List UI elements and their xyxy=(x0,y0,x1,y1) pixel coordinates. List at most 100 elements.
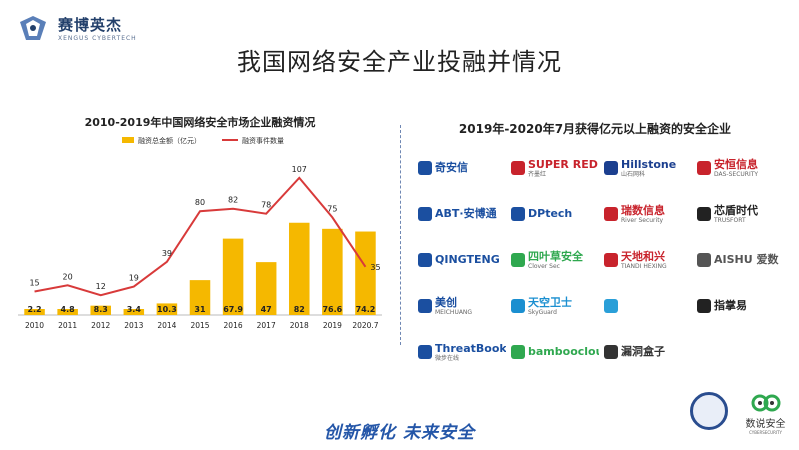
company-logo: ThreatBook 微步在线 xyxy=(418,339,506,365)
bar-label-2012: 8.3 xyxy=(94,305,108,314)
company-name: 漏洞盒子 xyxy=(621,345,665,358)
company-logo: 天地和兴 TIANDI HEXING xyxy=(604,247,692,273)
company-text: 安恒信息 DAS-SECURITY xyxy=(714,157,759,178)
x-tick-2017: 2017 xyxy=(257,321,276,330)
company-logo: 四叶草安全 Clover Sec xyxy=(511,247,599,273)
company-text: ThreatBook 微步在线 xyxy=(435,341,506,362)
bar-2020.7 xyxy=(355,231,376,315)
line-label-2014: 39 xyxy=(162,249,172,258)
company-name: bamboocloud xyxy=(528,345,599,358)
line-label-2018: 107 xyxy=(292,165,307,174)
legend-line-label: 融资事件数量 xyxy=(242,136,284,145)
company-mark-icon xyxy=(511,253,525,267)
logo-icon xyxy=(20,16,46,40)
brand-subtext: CYBERSECURITY xyxy=(749,430,782,435)
bar-2018 xyxy=(289,222,310,315)
bar-2010 xyxy=(24,309,45,315)
company-logo: 奇安信 xyxy=(418,155,506,181)
line-label-2013: 19 xyxy=(129,274,139,283)
page-title: 我国网络安全产业投融并情况 xyxy=(237,48,562,76)
company-logo: Hillstone 山石网科 xyxy=(604,155,692,181)
bar-label-2017: 47 xyxy=(261,305,272,314)
company-logo: 瑞数信息 River Security xyxy=(604,201,692,227)
company-mark-icon xyxy=(418,345,432,359)
bar-label-2020.7: 74.2 xyxy=(356,305,376,314)
company-subname: DAS-SECURITY xyxy=(714,170,759,178)
logo-subtext: XENGUS CYBERTECH xyxy=(58,35,137,42)
company-subname: SkyGuard xyxy=(528,308,557,316)
company-name: 四叶草安全 xyxy=(528,249,583,263)
line-series-events xyxy=(34,176,367,297)
bar-2012 xyxy=(90,305,111,315)
company-logo: bamboocloud xyxy=(511,339,599,365)
company-name: ABT·安博通 xyxy=(435,207,497,220)
company-logo: 美创 MEICHUANG xyxy=(418,293,506,319)
company-mark-icon xyxy=(697,207,711,221)
bar-2011 xyxy=(57,309,78,315)
company-mark-icon xyxy=(511,299,525,313)
company-logo: 安恒信息 DAS-SECURITY xyxy=(697,155,785,181)
companies-title: 2019年-2020年7月获得亿元以上融资的安全企业 xyxy=(458,122,732,136)
company-mark-icon xyxy=(511,345,525,359)
company-text: SUPER RED 齐墨红 xyxy=(528,158,598,178)
company-text: 美创 MEICHUANG xyxy=(435,295,473,316)
logo: 赛博英杰 XENGUS CYBERTECH xyxy=(14,8,179,52)
x-tick-2019: 2019 xyxy=(323,321,342,330)
company-mark-icon xyxy=(604,161,618,175)
company-subname: 齐墨红 xyxy=(528,170,547,178)
line-label-2017: 78 xyxy=(261,201,271,210)
bar-label-2011: 4.8 xyxy=(61,305,76,314)
legend-bar-label: 融资总金额（亿元） xyxy=(138,136,201,145)
company-mark-icon xyxy=(418,253,432,267)
company-subname: River Security xyxy=(621,216,664,224)
section-divider xyxy=(400,125,401,345)
company-logo: 天空卫士 SkyGuard xyxy=(511,293,599,319)
bar-2016 xyxy=(222,238,244,315)
brand-logo: 数说安全 CYBERSECURITY xyxy=(738,392,793,442)
company-text: 芯盾时代 TRUSFORT xyxy=(714,204,758,224)
x-tick-2010: 2010 xyxy=(25,321,44,330)
x-tick-2018: 2018 xyxy=(290,321,309,330)
bar-2014 xyxy=(156,303,178,315)
bar-2017 xyxy=(255,262,277,315)
line-label-2015: 80 xyxy=(195,198,205,207)
company-name: ThreatBook xyxy=(435,341,506,355)
seal-emblem xyxy=(690,392,728,430)
company-subname: TIANDI HEXING xyxy=(621,262,667,270)
company-mark-icon xyxy=(697,161,711,175)
company-logo: ABT·安博通 xyxy=(418,201,506,227)
line-label-2016: 82 xyxy=(228,196,238,205)
company-text: 漏洞盒子 xyxy=(621,346,665,358)
company-text: 奇安信 xyxy=(435,162,468,174)
bar-label-2019: 76.6 xyxy=(322,305,342,314)
company-subname: MEICHUANG xyxy=(435,308,473,316)
x-tick-2011: 2011 xyxy=(58,321,77,330)
legend-bar-swatch xyxy=(122,137,134,143)
company-mark-icon xyxy=(418,299,432,313)
line-label-2010: 15 xyxy=(29,278,39,287)
company-text: 四叶草安全 Clover Sec xyxy=(528,249,583,270)
company-subname: 微步在线 xyxy=(435,354,460,362)
company-name: 安恒信息 xyxy=(714,157,758,171)
company-text: 天空卫士 SkyGuard xyxy=(528,295,572,316)
company-text: 瑞数信息 River Security xyxy=(621,204,665,224)
company-name: DPtech xyxy=(528,207,573,220)
x-tick-2014: 2014 xyxy=(157,321,176,330)
x-tick-2020.7: 2020.7 xyxy=(352,321,378,330)
bar-2019 xyxy=(322,228,343,315)
company-name: 天空卫士 xyxy=(528,295,572,309)
company-text: DPtech xyxy=(528,208,572,220)
company-logo: 指掌易 xyxy=(697,293,785,319)
company-name: 美创 xyxy=(435,295,457,309)
company-subname: 山石网科 xyxy=(621,170,646,178)
company-mark-icon xyxy=(511,161,525,175)
company-text: ABT·安博通 xyxy=(435,208,497,220)
bar-label-2016: 67.9 xyxy=(223,305,243,314)
company-mark-icon xyxy=(604,253,618,267)
x-tick-2012: 2012 xyxy=(91,321,110,330)
bar-label-2013: 3.4 xyxy=(127,305,142,314)
bar-label-2010: 2.2 xyxy=(27,305,41,314)
company-logo: 漏洞盒子 xyxy=(604,339,692,365)
company-name: 奇安信 xyxy=(435,161,468,174)
